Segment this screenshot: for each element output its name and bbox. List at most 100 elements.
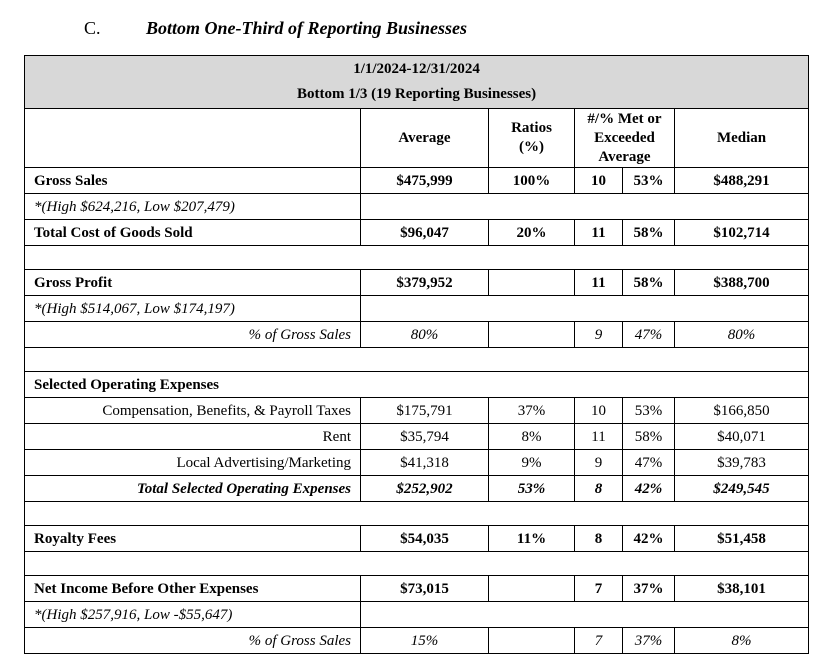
ratio-cell bbox=[488, 627, 575, 654]
header-period-cell: 1/1/2024-12/31/2024 Bottom 1/3 (19 Repor… bbox=[23, 55, 810, 109]
avg-cell: $379,952 bbox=[360, 269, 489, 296]
median-cell: 8% bbox=[673, 627, 810, 654]
avg-cell: 15% bbox=[360, 627, 489, 654]
met-pct-cell: 58% bbox=[622, 219, 675, 246]
spacer-row bbox=[23, 501, 810, 526]
note-cell: *(High $624,216, Low $207,479) bbox=[24, 193, 361, 220]
met-count-cell: 8 bbox=[574, 475, 623, 502]
met-count-cell: 11 bbox=[574, 219, 623, 246]
table-row: Compensation, Benefits, & Payroll Taxes … bbox=[24, 397, 810, 424]
spacer-row bbox=[23, 551, 810, 576]
table-row: Local Advertising/Marketing $41,318 9% 9… bbox=[24, 449, 810, 476]
met-pct-cell: 42% bbox=[622, 475, 675, 502]
median-cell: $39,783 bbox=[673, 449, 810, 476]
spacer-row bbox=[23, 347, 810, 372]
median-cell: $166,850 bbox=[673, 397, 810, 424]
met-count-cell: 7 bbox=[574, 575, 623, 602]
col-header-average: Average bbox=[360, 108, 489, 168]
row-label: Royalty Fees bbox=[24, 525, 361, 552]
table-row: *(High $514,067, Low $174,197) bbox=[24, 295, 810, 322]
met-count-cell: 7 bbox=[574, 627, 623, 654]
row-label: % of Gross Sales bbox=[24, 627, 361, 654]
met-pct-cell: 37% bbox=[622, 575, 675, 602]
median-cell: $488,291 bbox=[673, 167, 810, 194]
avg-cell: $54,035 bbox=[360, 525, 489, 552]
table-row: Gross Sales $475,999 100% 10 53% $488,29… bbox=[24, 167, 810, 194]
table-row: Gross Profit $379,952 11 58% $388,700 bbox=[24, 269, 810, 296]
section-title: Bottom One-Third of Reporting Businesses bbox=[146, 18, 468, 38]
table-row: Total Selected Operating Expenses $252,9… bbox=[24, 475, 810, 502]
met-pct-cell: 53% bbox=[622, 167, 675, 194]
ratio-cell bbox=[488, 321, 575, 348]
row-label: Gross Sales bbox=[24, 167, 361, 194]
met-count-cell: 9 bbox=[574, 449, 623, 476]
spacer-cell bbox=[23, 245, 810, 270]
ratio-cell: 100% bbox=[488, 167, 575, 194]
row-label: Net Income Before Other Expenses bbox=[24, 575, 361, 602]
met-count-cell: 10 bbox=[574, 397, 623, 424]
met-count-cell: 9 bbox=[574, 321, 623, 348]
met-pct-cell: 37% bbox=[622, 627, 675, 654]
met-pct-cell: 58% bbox=[622, 423, 675, 450]
spacer-cell bbox=[23, 501, 810, 526]
avg-cell: $252,902 bbox=[360, 475, 489, 502]
row-label: Rent bbox=[24, 423, 361, 450]
met-count-cell: 8 bbox=[574, 525, 623, 552]
avg-cell: $175,791 bbox=[360, 397, 489, 424]
avg-cell: $41,318 bbox=[360, 449, 489, 476]
col-header-median: Median bbox=[673, 108, 810, 168]
col-header-blank bbox=[24, 108, 361, 168]
ratio-cell: 53% bbox=[488, 475, 575, 502]
median-cell: $38,101 bbox=[673, 575, 810, 602]
row-label: Gross Profit bbox=[24, 269, 361, 296]
met-pct-cell: 53% bbox=[622, 397, 675, 424]
ratio-cell: 37% bbox=[488, 397, 575, 424]
period-label: 1/1/2024-12/31/2024 bbox=[353, 61, 480, 77]
note-cell: *(High $514,067, Low $174,197) bbox=[24, 295, 361, 322]
avg-cell: $96,047 bbox=[360, 219, 489, 246]
ratio-cell: 11% bbox=[488, 525, 575, 552]
section-label: Selected Operating Expenses bbox=[23, 371, 810, 398]
median-cell: $102,714 bbox=[673, 219, 810, 246]
median-cell: 80% bbox=[673, 321, 810, 348]
met-line2: Exceeded bbox=[594, 129, 655, 146]
met-line3: Average bbox=[598, 148, 651, 165]
empty-cell bbox=[359, 601, 810, 628]
row-label: Total Cost of Goods Sold bbox=[24, 219, 361, 246]
met-pct-cell: 42% bbox=[622, 525, 675, 552]
table-row: *(High $257,916, Low -$55,647) bbox=[24, 601, 810, 628]
section-heading: C. Bottom One-Third of Reporting Busines… bbox=[0, 16, 816, 40]
spacer-row bbox=[23, 245, 810, 270]
header-period-row: 1/1/2024-12/31/2024 Bottom 1/3 (19 Repor… bbox=[23, 55, 810, 109]
median-cell: $388,700 bbox=[673, 269, 810, 296]
col-header-ratios: Ratios (%) bbox=[488, 108, 575, 168]
ratio-cell: 8% bbox=[488, 423, 575, 450]
table-row: Selected Operating Expenses bbox=[23, 371, 810, 398]
ratio-cell: 20% bbox=[488, 219, 575, 246]
met-count-cell: 10 bbox=[574, 167, 623, 194]
table-row: Total Cost of Goods Sold $96,047 20% 11 … bbox=[24, 219, 810, 246]
row-label: Local Advertising/Marketing bbox=[24, 449, 361, 476]
met-line1: #/% Met or bbox=[587, 110, 662, 127]
column-header-row: Average Ratios (%) #/% Met or Exceeded A… bbox=[24, 108, 810, 168]
table-row: *(High $624,216, Low $207,479) bbox=[24, 193, 810, 220]
median-cell: $51,458 bbox=[673, 525, 810, 552]
group-label: Bottom 1/3 (19 Reporting Businesses) bbox=[296, 86, 537, 102]
row-label: Compensation, Benefits, & Payroll Taxes bbox=[24, 397, 361, 424]
section-letter: C. bbox=[84, 18, 101, 38]
spacer-cell bbox=[23, 347, 810, 372]
spacer-cell bbox=[23, 551, 810, 576]
ratio-cell bbox=[488, 269, 575, 296]
met-count-cell: 11 bbox=[574, 269, 623, 296]
avg-cell: $475,999 bbox=[360, 167, 489, 194]
row-label: Total Selected Operating Expenses bbox=[24, 475, 361, 502]
row-label: % of Gross Sales bbox=[24, 321, 361, 348]
median-cell: $249,545 bbox=[673, 475, 810, 502]
ratio-cell: 9% bbox=[488, 449, 575, 476]
table-row: % of Gross Sales 15% 7 37% 8% bbox=[24, 627, 810, 654]
met-pct-cell: 47% bbox=[622, 449, 675, 476]
met-count-cell: 11 bbox=[574, 423, 623, 450]
empty-cell bbox=[359, 193, 810, 220]
table-row: Royalty Fees $54,035 11% 8 42% $51,458 bbox=[24, 525, 810, 552]
avg-cell: $73,015 bbox=[360, 575, 489, 602]
